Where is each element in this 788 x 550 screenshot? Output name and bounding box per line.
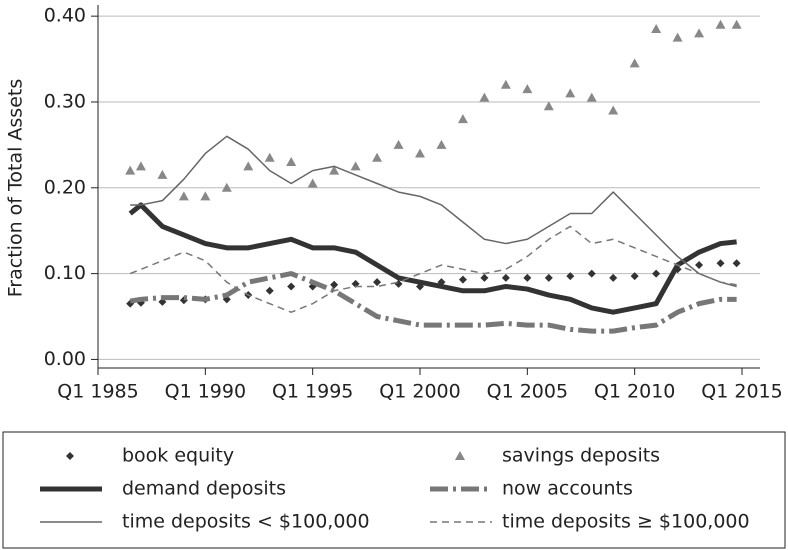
marker: [330, 280, 339, 289]
marker: [200, 191, 211, 201]
x-tick-label: Q1 2015: [701, 381, 782, 403]
marker: [394, 279, 403, 288]
marker: [716, 259, 725, 268]
marker: [565, 88, 576, 98]
marker: [373, 278, 382, 287]
marker: [523, 273, 532, 282]
marker: [243, 161, 254, 171]
marker: [286, 157, 297, 167]
marker: [135, 161, 146, 171]
marker: [264, 152, 275, 162]
marker: [415, 148, 425, 158]
legend-label: time deposits < $100,000: [122, 511, 370, 533]
marker: [609, 273, 618, 282]
marker: [329, 165, 340, 175]
x-tick-label: Q1 2010: [594, 381, 675, 403]
marker: [731, 19, 742, 29]
marker: [522, 84, 533, 94]
series-line: [129, 225, 737, 313]
marker: [436, 139, 447, 149]
x-tick-label: Q1 2005: [487, 381, 568, 403]
marker: [479, 92, 490, 102]
marker: [672, 32, 683, 42]
marker: [350, 161, 361, 171]
marker: [587, 269, 596, 278]
marker: [480, 273, 489, 282]
marker: [630, 272, 639, 281]
marker: [125, 165, 136, 175]
marker: [566, 272, 575, 281]
marker: [608, 105, 619, 115]
marker: [732, 259, 741, 268]
legend-label: now accounts: [502, 478, 633, 500]
marker: [586, 92, 597, 102]
marker: [287, 282, 296, 291]
x-tick-label: Q1 1985: [57, 381, 138, 403]
y-axis-label: Fraction of Total Assets: [5, 79, 27, 297]
legend-label: demand deposits: [122, 478, 286, 500]
marker: [651, 24, 662, 34]
marker: [457, 114, 468, 124]
y-tick-label: 0.30: [44, 90, 86, 112]
marker: [695, 261, 704, 270]
marker: [694, 28, 705, 38]
marker: [393, 139, 404, 149]
y-tick-label: 0.40: [44, 5, 86, 27]
legend-label: book equity: [122, 445, 234, 467]
x-tick-label: Q1 1995: [272, 381, 353, 403]
marker: [372, 152, 383, 162]
marker: [157, 169, 168, 179]
marker: [715, 19, 726, 29]
marker: [455, 451, 465, 460]
legend-box: [2, 431, 786, 549]
marker: [629, 58, 640, 68]
series-line: [128, 202, 737, 315]
marker: [265, 286, 274, 295]
marker: [178, 191, 189, 201]
x-tick-label: Q1 2000: [379, 381, 460, 403]
marker: [501, 273, 510, 282]
marker: [66, 452, 74, 460]
marker: [544, 273, 553, 282]
y-tick-label: 0.10: [44, 262, 86, 284]
marker: [458, 275, 467, 284]
series-line: [130, 135, 737, 288]
y-tick-label: 0.00: [44, 348, 86, 370]
marker: [543, 101, 554, 111]
series-line: [129, 271, 737, 334]
marker: [221, 182, 232, 192]
legend-label: savings deposits: [502, 445, 660, 467]
y-tick-label: 0.20: [44, 176, 86, 198]
marker: [500, 79, 511, 89]
marker: [307, 178, 318, 188]
marker: [652, 269, 661, 278]
x-tick-label: Q1 1990: [165, 381, 246, 403]
legend-label: time deposits ≥ $100,000: [502, 511, 750, 533]
